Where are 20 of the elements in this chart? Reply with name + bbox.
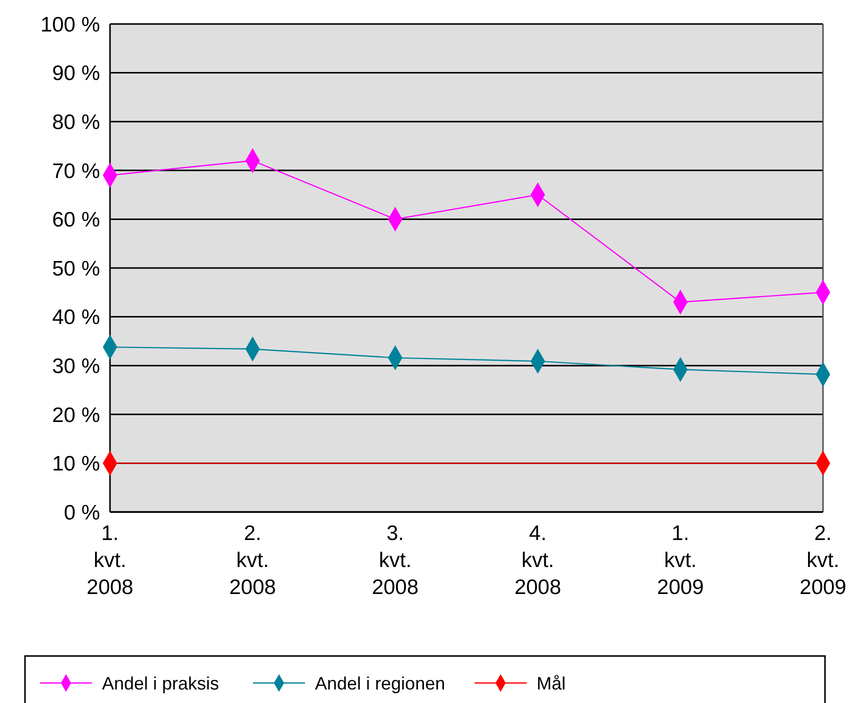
legend-label: Mål	[536, 673, 566, 694]
x-tick-label: 1. kvt. 2009	[657, 522, 704, 599]
y-tick-label: 50 %	[52, 257, 100, 280]
y-tick-label: 90 %	[52, 62, 100, 86]
y-tick-label: 10 %	[52, 452, 100, 476]
y-tick-label: 60 %	[52, 208, 100, 232]
y-tick-label: 70 %	[52, 160, 100, 183]
x-tick-label: 2. kvt. 2008	[229, 522, 276, 599]
x-tick-label: 3. kvt. 2008	[372, 522, 419, 599]
y-tick-label: 100 %	[40, 13, 100, 36]
legend-label: Andel i praksis	[102, 673, 220, 694]
y-tick-label: 30 %	[52, 354, 100, 378]
y-tick-label: 40 %	[52, 306, 100, 330]
y-tick-label: 80 %	[52, 110, 100, 134]
legend-label: Andel i regionen	[315, 673, 446, 694]
y-tick-label: 0 %	[64, 501, 100, 524]
x-tick-label: 1. kvt. 2008	[86, 522, 134, 599]
y-tick-label: 20 %	[52, 404, 100, 427]
x-tick-label: 4. kvt. 2008	[514, 522, 562, 599]
x-tick-label: 2. kvt. 2009	[800, 522, 846, 599]
